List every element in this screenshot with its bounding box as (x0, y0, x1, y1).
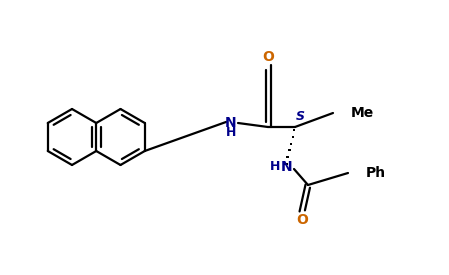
Text: H: H (226, 126, 236, 139)
Text: N: N (225, 116, 237, 130)
Text: H: H (270, 161, 280, 174)
Text: O: O (296, 213, 308, 227)
Text: Me: Me (351, 106, 374, 120)
Text: N: N (281, 160, 293, 174)
Text: Ph: Ph (366, 166, 386, 180)
Text: S: S (295, 111, 304, 123)
Text: O: O (262, 50, 274, 64)
